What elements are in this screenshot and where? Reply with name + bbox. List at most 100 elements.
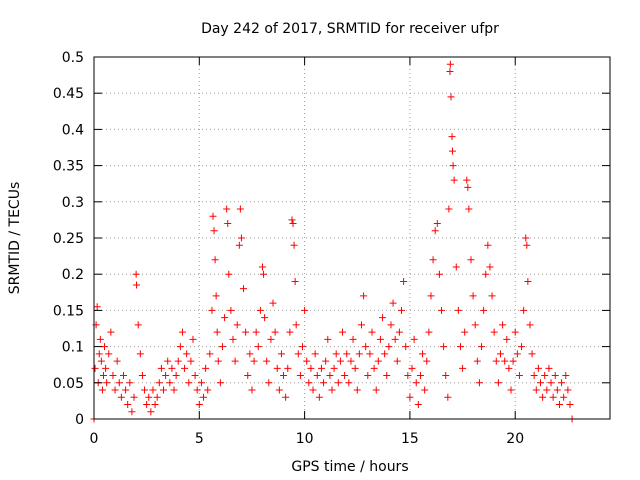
data-point bbox=[284, 364, 292, 372]
data-point bbox=[288, 216, 296, 224]
data-point bbox=[560, 393, 568, 401]
data-point bbox=[518, 343, 526, 351]
data-point bbox=[153, 393, 161, 401]
data-point bbox=[315, 393, 323, 401]
y-axis-title: SRMTID / TECUs bbox=[7, 182, 23, 295]
data-point bbox=[211, 256, 219, 264]
data-point bbox=[501, 357, 509, 365]
data-point bbox=[170, 386, 178, 394]
data-point bbox=[252, 328, 260, 336]
data-point bbox=[96, 335, 104, 343]
x-axis-title: GPS time / hours bbox=[291, 459, 408, 475]
data-point bbox=[341, 372, 349, 380]
data-point bbox=[286, 328, 294, 336]
data-point bbox=[532, 386, 540, 394]
data-point bbox=[240, 285, 248, 293]
data-point bbox=[313, 372, 321, 380]
data-point bbox=[364, 372, 372, 380]
x-tick-label: 15 bbox=[401, 431, 419, 447]
data-point bbox=[136, 350, 144, 358]
data-point bbox=[446, 60, 454, 68]
data-point bbox=[461, 328, 469, 336]
data-point bbox=[551, 372, 559, 380]
data-point bbox=[393, 357, 401, 365]
data-point bbox=[523, 241, 531, 249]
data-point bbox=[445, 205, 453, 213]
data-point bbox=[513, 350, 521, 358]
data-point bbox=[151, 401, 159, 409]
data-point bbox=[408, 364, 416, 372]
data-point bbox=[218, 343, 226, 351]
data-point bbox=[206, 350, 214, 358]
data-point bbox=[332, 350, 340, 358]
data-point bbox=[402, 343, 410, 351]
data-point bbox=[515, 372, 523, 380]
data-point bbox=[339, 328, 347, 336]
data-point bbox=[221, 314, 229, 322]
data-point bbox=[391, 335, 399, 343]
data-point bbox=[490, 328, 498, 336]
data-point bbox=[562, 372, 570, 380]
data-point bbox=[290, 241, 298, 249]
data-point bbox=[449, 162, 457, 170]
data-point bbox=[178, 328, 186, 336]
data-point bbox=[463, 176, 471, 184]
data-point bbox=[197, 379, 205, 387]
axis-ticks bbox=[93, 56, 610, 420]
data-point bbox=[416, 372, 424, 380]
y-tick-label: 0.35 bbox=[53, 159, 84, 175]
data-point bbox=[299, 343, 307, 351]
data-point bbox=[360, 292, 368, 300]
data-point bbox=[237, 234, 245, 242]
data-point bbox=[317, 364, 325, 372]
data-point bbox=[263, 357, 271, 365]
data-point bbox=[149, 386, 157, 394]
data-point bbox=[330, 364, 338, 372]
data-point bbox=[155, 379, 163, 387]
data-point bbox=[296, 372, 304, 380]
data-point bbox=[187, 357, 195, 365]
x-tick-label: 10 bbox=[296, 431, 314, 447]
data-point bbox=[343, 350, 351, 358]
data-point bbox=[227, 306, 235, 314]
data-point bbox=[447, 93, 455, 101]
data-point bbox=[385, 343, 393, 351]
data-point bbox=[105, 350, 113, 358]
y-tick-label: 0.1 bbox=[62, 340, 84, 356]
data-point bbox=[289, 220, 297, 228]
data-point bbox=[128, 408, 136, 416]
data-point bbox=[193, 386, 201, 394]
grid bbox=[94, 57, 610, 419]
data-point bbox=[132, 270, 140, 278]
data-point bbox=[291, 277, 299, 285]
data-point bbox=[189, 335, 197, 343]
data-point bbox=[374, 357, 382, 365]
data-point bbox=[566, 401, 574, 409]
data-point bbox=[305, 379, 313, 387]
data-point bbox=[349, 335, 357, 343]
data-point bbox=[465, 205, 473, 213]
data-point bbox=[372, 386, 380, 394]
data-point bbox=[246, 350, 254, 358]
data-point bbox=[113, 357, 121, 365]
data-point bbox=[213, 328, 221, 336]
data-point bbox=[446, 67, 454, 75]
data-point bbox=[400, 277, 408, 285]
data-point bbox=[124, 401, 132, 409]
data-point bbox=[368, 328, 376, 336]
data-point bbox=[261, 314, 269, 322]
data-point bbox=[242, 328, 250, 336]
x-tick-label: 0 bbox=[90, 431, 99, 447]
data-point bbox=[320, 379, 328, 387]
y-tick-label: 0.45 bbox=[53, 86, 84, 102]
data-point bbox=[526, 321, 534, 329]
data-point bbox=[553, 386, 561, 394]
data-point bbox=[530, 372, 538, 380]
data-point bbox=[450, 176, 458, 184]
data-point bbox=[347, 357, 355, 365]
data-point bbox=[223, 205, 231, 213]
y-tick-label: 0.2 bbox=[62, 267, 84, 283]
data-point bbox=[425, 328, 433, 336]
data-point bbox=[389, 299, 397, 307]
